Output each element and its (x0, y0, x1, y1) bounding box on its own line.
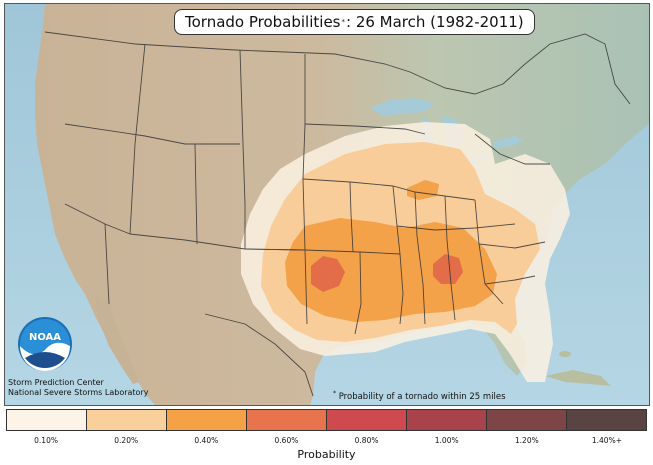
legend-color-bar (6, 409, 647, 431)
boundary-lines (44, 31, 631, 397)
prob-band-0-40 (285, 218, 497, 322)
cuba (545, 370, 611, 386)
legend-swatch (327, 410, 407, 430)
baja-california (95, 294, 139, 384)
map-title-marker: * (341, 18, 346, 26)
map-svg: NOAA (5, 4, 649, 405)
noaa-logo: NOAA (18, 317, 72, 371)
legend-label: 1.40%+ (591, 436, 622, 445)
legend-title: Probability (297, 448, 356, 461)
legend-swatch (87, 410, 167, 430)
lake-superior (370, 98, 435, 116)
credits: Storm Prediction Center National Severe … (8, 378, 148, 398)
prob-band-0-60-east (433, 254, 463, 284)
legend-label: 0.10% (34, 436, 58, 445)
footnote-marker: * (333, 390, 336, 397)
map-title-rest: : 26 March (1982-2011) (346, 13, 524, 31)
credit-nssl: National Severe Storms Laboratory (8, 388, 149, 397)
legend-label: 0.80% (354, 436, 379, 445)
legend-swatch (487, 410, 567, 430)
legend-swatch (167, 410, 247, 430)
legend-swatch (567, 410, 646, 430)
legend-label: 1.20% (514, 436, 539, 445)
legend-label: 0.60% (274, 436, 299, 445)
footnote: * Probability of a tornado within 25 mil… (333, 390, 506, 402)
footnote-text: Probability of a tornado within 25 miles (338, 391, 506, 402)
legend-label: 1.00% (434, 436, 459, 445)
legend-labels: 0.10% 0.20% 0.40% 0.60% 0.80% 1.00% 1.20… (6, 436, 647, 448)
legend-swatch (407, 410, 487, 430)
legend-swatch (7, 410, 87, 430)
legend-label: 0.20% (114, 436, 139, 445)
legend-label: 0.40% (194, 436, 219, 445)
credit-spc: Storm Prediction Center (8, 378, 104, 387)
map-title-main: Tornado Probabilities (185, 13, 341, 31)
lake-ontario (493, 136, 523, 148)
prob-band-0-60-west (311, 256, 345, 292)
legend-swatch (247, 410, 327, 430)
map-title: Tornado Probabilities * : 26 March (1982… (174, 9, 535, 35)
map-area: NOAA (4, 3, 650, 406)
bahamas (559, 351, 571, 357)
noaa-logo-text: NOAA (29, 332, 61, 343)
